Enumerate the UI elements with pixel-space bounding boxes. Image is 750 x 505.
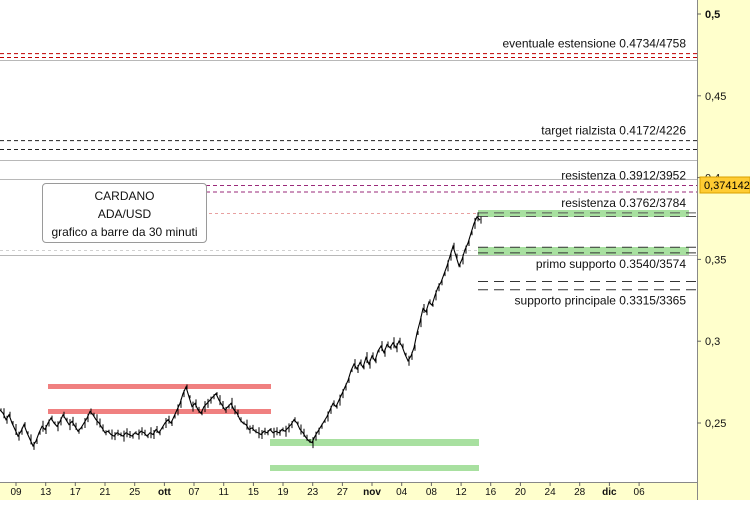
info-symbol-name: CARDANO — [94, 189, 155, 203]
price-series — [0, 212, 482, 450]
level-label: eventuale estensione 0.4734/4758 — [503, 37, 687, 51]
support-zone-upper — [270, 439, 479, 446]
x-tick-label: 25 — [129, 487, 141, 498]
support-zone-lower — [270, 465, 479, 471]
last-price-marker: 0,374142 — [699, 176, 750, 194]
x-tick-label: 11 — [219, 487, 230, 498]
x-tick-label: 06 — [634, 487, 646, 498]
chart-info-box: CARDANO ADA/USD grafico a barre da 30 mi… — [42, 183, 207, 243]
x-tick-label: 19 — [277, 487, 289, 498]
x-tick-label: 21 — [99, 487, 111, 498]
x-tick-label: 16 — [485, 487, 497, 498]
x-tick-label: 04 — [396, 487, 408, 498]
x-tick-label: 07 — [188, 487, 200, 498]
x-tick-label: 08 — [426, 487, 438, 498]
y-tick-label: 0,5 — [705, 9, 720, 21]
last-price-label: 0,374142 — [704, 180, 750, 192]
y-axis-panel — [697, 0, 750, 500]
x-tick-label: 13 — [40, 487, 52, 498]
level-lines — [0, 53, 697, 291]
level-label: supporto principale 0.3315/3365 — [515, 294, 687, 308]
x-tick-label: 20 — [515, 487, 527, 498]
info-pair: ADA/USD — [97, 207, 152, 221]
level-label: resistenza 0.3762/3784 — [561, 196, 686, 210]
y-tick-label: 0,45 — [705, 91, 726, 103]
x-tick-label: dic — [602, 487, 617, 498]
level-label: primo supporto 0.3540/3574 — [536, 257, 686, 271]
x-tick-label: 28 — [574, 487, 586, 498]
primo-supporto-zone — [478, 210, 689, 217]
x-tick-label: ott — [158, 487, 171, 498]
supporto-principale-zone — [478, 247, 689, 255]
y-tick-label: 0,25 — [705, 418, 726, 430]
level-label: target rialzista 0.4172/4226 — [541, 124, 686, 138]
x-tick-label: 23 — [307, 487, 319, 498]
x-tick-label: nov — [363, 487, 381, 498]
last-price-box — [699, 176, 750, 194]
y-tick-label: 0,35 — [705, 254, 726, 266]
x-tick-label: 12 — [456, 487, 468, 498]
x-tick-label: 15 — [248, 487, 260, 498]
info-timeframe: grafico a barre da 30 minuti — [51, 225, 198, 239]
x-axis-ticks: 09 13 17 21 25 ott 07 11 15 19 23 27 nov 04 08 12 16 20 24… — [10, 482, 645, 498]
x-tick-label: 24 — [545, 487, 557, 498]
x-axis-panel — [0, 482, 697, 500]
x-tick-label: 17 — [70, 487, 82, 498]
x-tick-label: 27 — [337, 487, 349, 498]
resistance-zone-lower — [48, 409, 271, 414]
y-tick-label: 0,3 — [705, 336, 720, 348]
level-label: resistenza 0.3912/3952 — [561, 169, 686, 183]
resistance-zone-upper — [48, 384, 271, 389]
x-tick-label: 09 — [10, 487, 22, 498]
level-labels: eventuale estensione 0.4734/4758 target r… — [503, 37, 687, 308]
